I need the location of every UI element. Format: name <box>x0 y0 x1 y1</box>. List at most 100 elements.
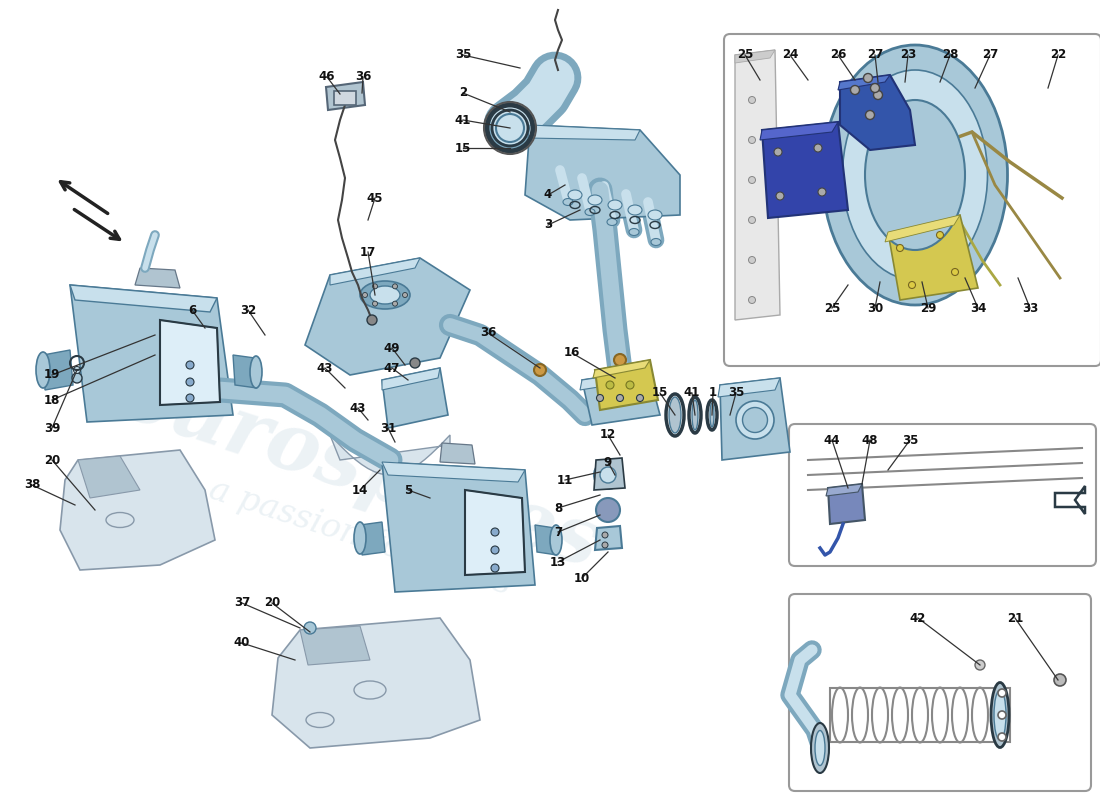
Circle shape <box>491 528 499 536</box>
Text: 20: 20 <box>264 597 280 610</box>
Text: 15: 15 <box>652 386 668 399</box>
Text: 35: 35 <box>728 386 745 399</box>
Polygon shape <box>525 125 680 220</box>
Circle shape <box>600 467 616 483</box>
Polygon shape <box>826 484 862 496</box>
Polygon shape <box>735 50 780 320</box>
Circle shape <box>72 373 82 383</box>
Text: 40: 40 <box>234 637 250 650</box>
Polygon shape <box>594 458 625 490</box>
Circle shape <box>748 97 756 103</box>
Circle shape <box>774 148 782 156</box>
Circle shape <box>748 297 756 303</box>
Polygon shape <box>762 122 848 218</box>
Circle shape <box>363 293 367 298</box>
Text: 11: 11 <box>557 474 573 486</box>
Text: 26: 26 <box>829 49 846 62</box>
Polygon shape <box>135 268 180 288</box>
Circle shape <box>596 394 604 402</box>
Circle shape <box>873 90 882 99</box>
Text: 38: 38 <box>24 478 41 491</box>
Text: 43: 43 <box>350 402 366 414</box>
Circle shape <box>606 381 614 389</box>
Polygon shape <box>60 450 215 570</box>
Polygon shape <box>70 285 233 422</box>
Polygon shape <box>595 360 658 410</box>
Text: 33: 33 <box>1022 302 1038 314</box>
Circle shape <box>1054 674 1066 686</box>
Circle shape <box>818 188 826 196</box>
Circle shape <box>748 177 756 183</box>
Text: 42: 42 <box>910 611 926 625</box>
Ellipse shape <box>710 403 714 427</box>
Circle shape <box>866 110 874 119</box>
Ellipse shape <box>991 682 1009 747</box>
Circle shape <box>850 86 859 94</box>
Polygon shape <box>838 75 890 90</box>
Polygon shape <box>465 490 525 575</box>
Polygon shape <box>360 522 385 555</box>
Text: 27: 27 <box>982 49 998 62</box>
Ellipse shape <box>994 690 1006 740</box>
Polygon shape <box>382 462 535 592</box>
Ellipse shape <box>496 114 524 142</box>
Circle shape <box>367 315 377 325</box>
Text: 9: 9 <box>604 455 612 469</box>
Circle shape <box>864 74 872 82</box>
Circle shape <box>748 137 756 143</box>
Circle shape <box>393 284 397 289</box>
Polygon shape <box>440 443 475 464</box>
Text: 45: 45 <box>366 191 383 205</box>
Text: 19: 19 <box>44 369 60 382</box>
Ellipse shape <box>360 281 410 309</box>
Circle shape <box>998 733 1006 741</box>
Text: 24: 24 <box>782 49 799 62</box>
Text: 35: 35 <box>454 49 471 62</box>
Polygon shape <box>382 368 440 390</box>
Circle shape <box>998 689 1006 697</box>
Text: 8: 8 <box>554 502 562 514</box>
Polygon shape <box>593 360 650 378</box>
Text: 32: 32 <box>240 303 256 317</box>
Ellipse shape <box>629 229 639 235</box>
Text: 25: 25 <box>824 302 840 314</box>
Text: 21: 21 <box>1006 611 1023 625</box>
Ellipse shape <box>736 401 774 439</box>
Text: 46: 46 <box>319 70 336 83</box>
Text: 6: 6 <box>188 303 196 317</box>
Ellipse shape <box>550 525 562 555</box>
Polygon shape <box>535 525 557 555</box>
Circle shape <box>602 532 608 538</box>
Polygon shape <box>735 50 776 63</box>
Circle shape <box>936 231 944 238</box>
Polygon shape <box>78 456 140 498</box>
Ellipse shape <box>563 198 573 206</box>
Text: 25: 25 <box>737 49 754 62</box>
Polygon shape <box>300 626 370 665</box>
Circle shape <box>491 546 499 554</box>
Ellipse shape <box>250 356 262 388</box>
Circle shape <box>594 461 621 489</box>
Text: 18: 18 <box>44 394 60 406</box>
Text: 7: 7 <box>554 526 562 538</box>
Circle shape <box>870 83 880 93</box>
Ellipse shape <box>585 209 595 215</box>
Text: 22: 22 <box>1049 49 1066 62</box>
Text: 1: 1 <box>708 386 717 399</box>
Circle shape <box>373 284 377 289</box>
Text: 37: 37 <box>234 597 250 610</box>
Ellipse shape <box>742 407 768 433</box>
Polygon shape <box>160 320 220 405</box>
Circle shape <box>776 192 784 200</box>
Ellipse shape <box>588 195 602 205</box>
Polygon shape <box>720 378 790 460</box>
Circle shape <box>952 269 958 275</box>
Text: 27: 27 <box>867 49 883 62</box>
Circle shape <box>909 282 915 289</box>
Ellipse shape <box>36 352 50 388</box>
Text: 4: 4 <box>543 189 552 202</box>
Ellipse shape <box>648 210 662 220</box>
Circle shape <box>637 394 644 402</box>
Circle shape <box>975 660 984 670</box>
Circle shape <box>602 542 608 548</box>
